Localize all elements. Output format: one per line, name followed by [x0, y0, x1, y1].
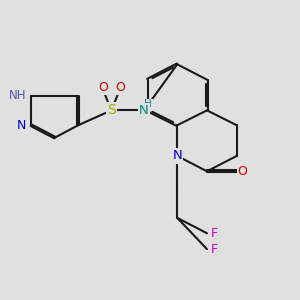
Text: O: O	[98, 81, 108, 94]
Text: S: S	[107, 103, 116, 117]
Text: O: O	[238, 165, 248, 178]
Text: F: F	[211, 243, 218, 256]
Text: N: N	[17, 119, 26, 132]
Text: NH: NH	[9, 89, 26, 102]
Text: H: H	[144, 99, 152, 110]
Text: F: F	[211, 227, 218, 240]
Text: O: O	[115, 81, 125, 94]
Text: N: N	[139, 104, 149, 117]
Text: N: N	[172, 149, 182, 162]
